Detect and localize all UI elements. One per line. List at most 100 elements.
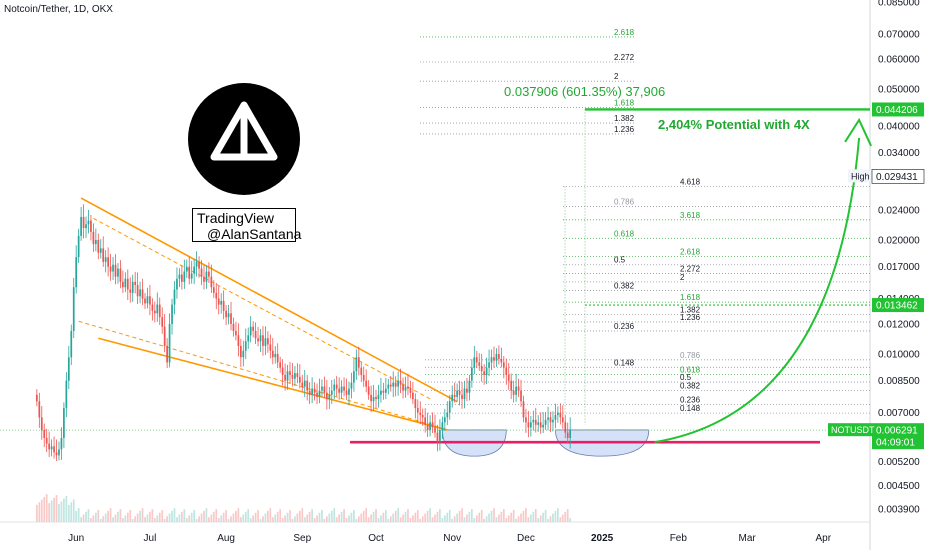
fib-label: 2.272: [680, 265, 701, 274]
candle-body: [367, 386, 370, 395]
high-tag: [848, 169, 872, 183]
volume-bar: [502, 509, 505, 522]
fib-label: 0.618: [680, 366, 701, 375]
volume-bar: [345, 518, 348, 522]
candle-body: [220, 300, 223, 305]
volume-bar: [161, 510, 164, 522]
volume-bar: [58, 504, 60, 522]
volume-bar: [458, 510, 461, 522]
candle-body: [338, 388, 341, 393]
candle-body: [102, 248, 105, 262]
candle-body: [397, 380, 399, 387]
volume-bar: [296, 513, 299, 522]
candle-body: [493, 357, 495, 361]
volume-bar: [67, 505, 70, 522]
volume-bar: [416, 510, 419, 522]
candle-body: [475, 357, 478, 363]
volume-bar: [485, 516, 488, 522]
volume-bar: [566, 509, 569, 522]
volume-bar: [380, 515, 382, 522]
volume-bar: [50, 500, 53, 522]
volume-bar: [38, 502, 41, 522]
candle-body: [153, 310, 156, 314]
volume-bar: [117, 511, 119, 522]
candle-body: [424, 417, 427, 425]
volume-bar: [235, 510, 237, 522]
time-axis[interactable]: Jun Jul Aug Sep Oct Nov Dec 2025 Feb Mar Apr: [68, 533, 832, 544]
fib-label: 0.148: [680, 404, 701, 413]
volume-bar: [149, 511, 151, 522]
candle-body: [466, 388, 468, 393]
candle-body: [259, 335, 262, 342]
fib-label: 0.236: [680, 396, 701, 405]
volume-bar: [151, 509, 154, 522]
volume-bar: [483, 519, 486, 522]
candle-body: [210, 276, 213, 288]
volume-bar: [321, 510, 323, 522]
grid-layer: [0, 0, 871, 550]
candle-body: [380, 390, 382, 395]
candle-body: [161, 317, 164, 327]
volume-bar: [387, 519, 390, 522]
volume-bar: [529, 514, 532, 522]
candle-body: [193, 266, 196, 274]
candle-body: [60, 437, 63, 450]
candle-body: [490, 357, 493, 363]
fib-label: 1.618: [680, 293, 701, 302]
fib-label: 3.618: [680, 211, 701, 220]
volume-bar: [468, 511, 471, 522]
candle-body: [171, 304, 173, 324]
candle-body: [237, 335, 240, 346]
volume-bar: [85, 511, 87, 522]
volume-bar: [291, 519, 294, 522]
candle-body: [235, 330, 237, 336]
volume-bar: [131, 519, 134, 522]
volume-bar: [569, 518, 572, 522]
candle-body: [343, 386, 345, 391]
x-tick-label: Mar: [739, 533, 757, 544]
candle-body: [498, 353, 500, 359]
candle-body: [429, 422, 431, 430]
volume-bar: [409, 518, 412, 522]
volume-bar: [279, 509, 282, 522]
volume-bar: [490, 510, 493, 522]
high-tag-label: High: [851, 171, 870, 181]
candle-body: [257, 338, 259, 342]
volume-bar: [286, 512, 289, 522]
fib-label: 0.5: [614, 256, 626, 265]
volume-bar: [109, 508, 112, 522]
volume-bar: [466, 514, 468, 522]
volume-bar: [289, 510, 291, 522]
volume-bar: [99, 519, 102, 522]
candle-body: [212, 287, 215, 293]
volume-bar: [527, 517, 530, 522]
volume-bar: [330, 510, 333, 522]
candle-body: [389, 384, 392, 387]
volume-bar: [439, 509, 441, 522]
candle-body: [370, 394, 372, 402]
fib-label: 0.236: [614, 322, 635, 331]
volume-bar: [370, 514, 372, 522]
candle-body: [569, 429, 572, 438]
candle-body: [544, 419, 547, 425]
candle-body: [431, 422, 434, 428]
volume-bar: [471, 509, 473, 522]
candle-body: [82, 216, 85, 229]
volume-bar: [107, 510, 109, 522]
price-axis[interactable]: 0.085000 0.070000 0.060000 0.050000 0.040000…: [828, 0, 925, 515]
y-tick-label: 0.017000: [878, 262, 920, 273]
fib-label: 1.382: [614, 114, 635, 123]
volume-bar: [45, 494, 48, 522]
volume-bar: [348, 515, 350, 522]
candle-body: [412, 392, 414, 400]
volume-bar: [355, 519, 358, 522]
volume-bar: [75, 510, 78, 522]
volume-bar: [534, 509, 537, 522]
candle-body: [402, 384, 404, 391]
candle-body: [321, 386, 323, 391]
candle-body: [146, 296, 149, 304]
volume-bar: [517, 516, 520, 522]
candle-body: [318, 390, 321, 397]
fib-label: 1.382: [680, 306, 701, 315]
